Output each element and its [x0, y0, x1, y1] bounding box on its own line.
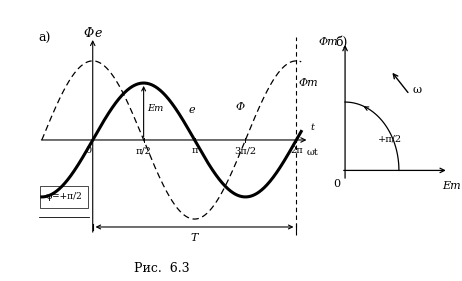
FancyBboxPatch shape: [40, 186, 88, 208]
Text: T: T: [191, 233, 198, 243]
Text: +π/2: +π/2: [378, 134, 402, 143]
Text: t: t: [310, 123, 315, 132]
Text: 2π: 2π: [290, 146, 303, 155]
Text: б): б): [335, 36, 347, 49]
Text: e: e: [95, 26, 102, 40]
Text: Рис.  6.3: Рис. 6.3: [134, 262, 189, 275]
Text: Φ: Φ: [84, 26, 94, 40]
Text: ψ=+π/2: ψ=+π/2: [46, 192, 82, 201]
Text: e: e: [188, 105, 195, 115]
Text: 0: 0: [333, 179, 340, 189]
Text: Φ: Φ: [236, 102, 245, 112]
Text: 0: 0: [85, 146, 91, 155]
Text: Φm: Φm: [319, 37, 339, 47]
Text: Φm: Φm: [299, 78, 319, 88]
Text: 3π/2: 3π/2: [234, 146, 256, 155]
Text: Εm: Εm: [147, 104, 163, 113]
Text: π/2: π/2: [136, 146, 152, 155]
Text: ωt: ωt: [307, 148, 318, 157]
Text: ω: ω: [413, 85, 422, 95]
Text: Εm: Εm: [442, 181, 461, 191]
Text: π: π: [191, 146, 198, 155]
Text: a): a): [39, 32, 51, 45]
